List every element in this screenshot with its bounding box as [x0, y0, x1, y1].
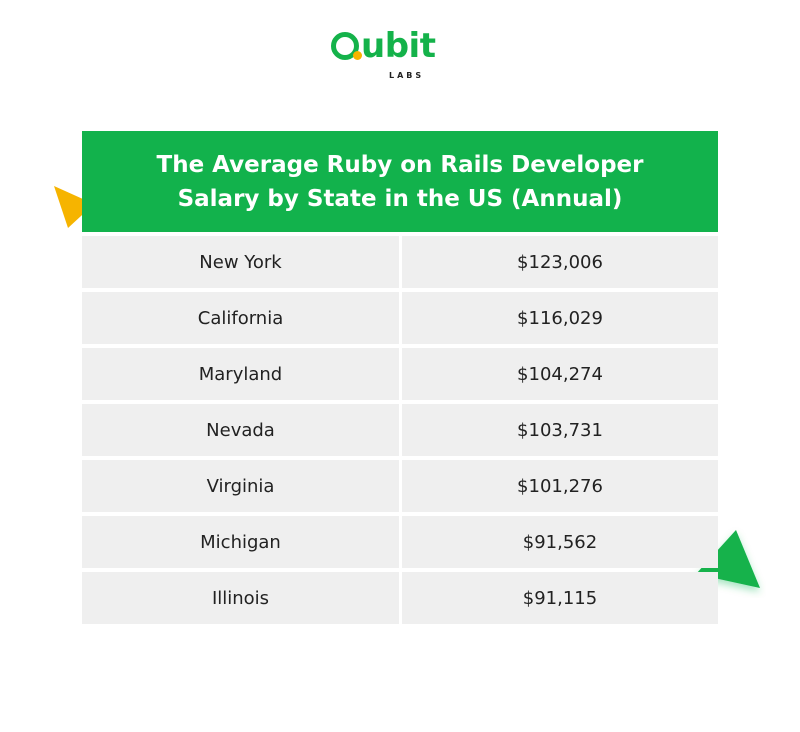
- state-cell: Michigan: [82, 516, 399, 568]
- state-cell: New York: [82, 236, 399, 288]
- qubit-labs-logo: ubit LABS: [331, 26, 471, 92]
- table-row: Nevada $103,731: [82, 404, 718, 456]
- table-row: Illinois $91,115: [82, 572, 718, 624]
- state-cell: Illinois: [82, 572, 399, 624]
- state-cell: Virginia: [82, 460, 399, 512]
- table-row: Maryland $104,274: [82, 348, 718, 400]
- salary-cell: $104,274: [402, 348, 718, 400]
- table-row: Virginia $101,276: [82, 460, 718, 512]
- salary-table: The Average Ruby on Rails Developer Sala…: [82, 131, 718, 628]
- logo-wordmark: ubit: [361, 26, 436, 66]
- table-row: California $116,029: [82, 292, 718, 344]
- table-row: Michigan $91,562: [82, 516, 718, 568]
- logo-dot-icon: [353, 51, 362, 60]
- salary-cell: $91,115: [402, 572, 718, 624]
- table-header: The Average Ruby on Rails Developer Sala…: [82, 131, 718, 232]
- state-cell: Nevada: [82, 404, 399, 456]
- table-row: New York $123,006: [82, 236, 718, 288]
- logo-ring-icon: [331, 32, 359, 60]
- salary-cell: $103,731: [402, 404, 718, 456]
- yellow-triangle-icon: [54, 186, 94, 228]
- salary-cell: $116,029: [402, 292, 718, 344]
- table-title: The Average Ruby on Rails Developer Sala…: [156, 151, 644, 212]
- salary-cell: $101,276: [402, 460, 718, 512]
- salary-cell: $91,562: [402, 516, 718, 568]
- logo-subtitle: LABS: [389, 71, 425, 80]
- salary-cell: $123,006: [402, 236, 718, 288]
- state-cell: Maryland: [82, 348, 399, 400]
- state-cell: California: [82, 292, 399, 344]
- table-body: New York $123,006 California $116,029 Maryla…: [82, 236, 718, 624]
